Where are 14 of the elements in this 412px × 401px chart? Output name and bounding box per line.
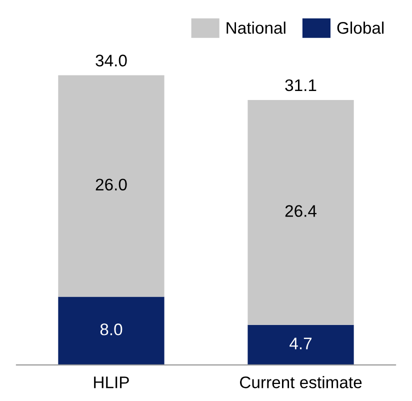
total-label: 34.0: [96, 54, 127, 66]
bar: [58, 75, 164, 297]
total-label: 31.1: [285, 79, 316, 92]
data-label: 8.0: [100, 324, 122, 336]
x-tick-label: HLIP: [94, 376, 129, 388]
bar: [248, 100, 354, 325]
data-label: 4.7: [290, 338, 312, 350]
data-label: 26.4: [285, 205, 316, 217]
bar: [248, 324, 354, 365]
x-tick-label: Current estimate: [240, 376, 362, 388]
data-label: 26.0: [96, 178, 127, 191]
bar: [58, 296, 164, 365]
legend-label: National: [226, 22, 286, 34]
legend-label: Global: [337, 22, 384, 34]
